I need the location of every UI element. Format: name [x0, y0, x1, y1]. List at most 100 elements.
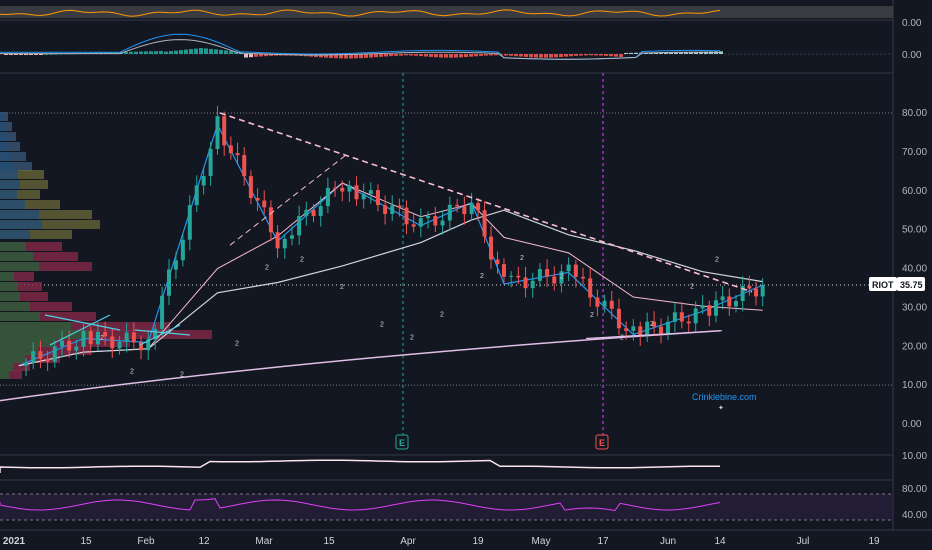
candle-body [489, 236, 494, 260]
candle-body [426, 215, 431, 219]
candle-body [659, 326, 664, 334]
macd-bar [329, 54, 333, 59]
candle-body [318, 206, 323, 217]
sequence-count-label: 2 [715, 257, 719, 264]
volume-profile-row [0, 362, 30, 371]
price-axis[interactable]: 80.00 70.00 60.00 50.00 40.00 30.00 20.00 10.00… [902, 18, 927, 521]
y-tick-label: 80.00 [902, 108, 927, 119]
candle-body [476, 203, 481, 211]
macd-bar [539, 54, 543, 58]
sequence-count-label: 2 [410, 335, 414, 342]
earnings-badge-2[interactable]: E [595, 434, 609, 450]
candle-body [297, 216, 302, 236]
candle-body [727, 296, 732, 307]
candle-body [201, 175, 206, 186]
candle-body [208, 148, 213, 176]
volume-profile-up-row [0, 122, 5, 131]
macd-bar [159, 51, 163, 54]
rsi-band [0, 494, 893, 520]
macd-bar [249, 54, 253, 58]
macd-bar [259, 54, 263, 57]
sma-long-line [0, 329, 721, 402]
volume-profile-row [0, 272, 34, 281]
macd-bar [4, 54, 8, 55]
macd-bar [689, 51, 693, 54]
volume-profile-up-row [0, 210, 39, 219]
candle-body [81, 331, 86, 347]
macd-bar [334, 54, 338, 59]
candle-body [38, 351, 43, 359]
candle-body [740, 285, 745, 302]
macd-bar [244, 54, 248, 58]
volume-profile-row [0, 252, 78, 261]
candle-body [566, 264, 571, 272]
candlesticks[interactable] [24, 105, 765, 377]
macd-bar [619, 54, 623, 57]
macd-bar [369, 54, 373, 58]
price-grid [0, 73, 893, 435]
candle-body [686, 321, 691, 324]
candle-body [117, 341, 122, 349]
volume-profile-row [0, 312, 96, 321]
macd-bar [269, 54, 273, 56]
macd-bar [599, 54, 603, 56]
y-tick-label: 10.00 [902, 380, 927, 391]
macd-bar [629, 52, 633, 54]
pane4-tick: 10.00 [902, 451, 927, 462]
candle-body [455, 204, 460, 207]
candle-body [31, 351, 36, 363]
volume-profile-row [0, 230, 72, 239]
macd-bar [389, 54, 393, 57]
candle-body [375, 190, 380, 206]
volume-profile-row [0, 190, 40, 199]
volume-profile-row [0, 210, 92, 219]
candle-body [361, 194, 366, 200]
earnings-badge-1[interactable]: E [395, 434, 409, 450]
macd-bar [44, 53, 48, 55]
minor-trendline [229, 155, 346, 246]
candle-body [411, 224, 416, 227]
macd-bar [339, 54, 343, 59]
macd-bar [264, 54, 268, 57]
macd-bar [144, 51, 148, 54]
macd-bar [39, 54, 43, 55]
earnings-badge-2-label: E [599, 438, 605, 448]
candle-body [418, 218, 423, 227]
candle-body [397, 205, 402, 208]
candle-body [228, 145, 233, 154]
macd-bar [584, 54, 588, 56]
macd-bar [604, 54, 608, 56]
macd-bar [34, 54, 38, 55]
time-axis[interactable]: 2021 15 Feb 12 Mar 15 Apr 19 May 17 Jun 14 Jul 19 [3, 536, 880, 547]
macd-bar [569, 54, 573, 57]
candle-body [469, 203, 474, 215]
volume-profile-up-row [0, 112, 3, 121]
sequence-count-label: 2 [340, 284, 344, 291]
sequence-count-label: 2 [380, 321, 384, 328]
sequence-count-label: 2 [265, 265, 269, 272]
pattern-line-1 [49, 314, 111, 346]
candle-body [390, 205, 395, 214]
volume-profile-up-row [0, 230, 30, 239]
macd-bar [379, 54, 383, 57]
x-tick-label: 12 [198, 536, 210, 547]
macd-bar [664, 52, 668, 54]
macd-bar [519, 54, 523, 57]
y-tick-label: 60.00 [902, 186, 927, 197]
macd-bar [359, 54, 363, 59]
macd-bar [409, 54, 413, 56]
macd-bar [574, 54, 578, 56]
volume-profile-row [0, 200, 60, 209]
volume-profile-up-row [0, 190, 17, 199]
candle-body [495, 259, 500, 265]
volume-profile-up-row [0, 322, 71, 331]
sequence-count-label: 2 [650, 321, 654, 328]
volume-profile-up-row [0, 312, 40, 321]
macd-bar [479, 54, 483, 56]
volume-profile-up-row [0, 272, 14, 281]
macd-bar [319, 54, 323, 58]
macd-bar [29, 54, 33, 55]
